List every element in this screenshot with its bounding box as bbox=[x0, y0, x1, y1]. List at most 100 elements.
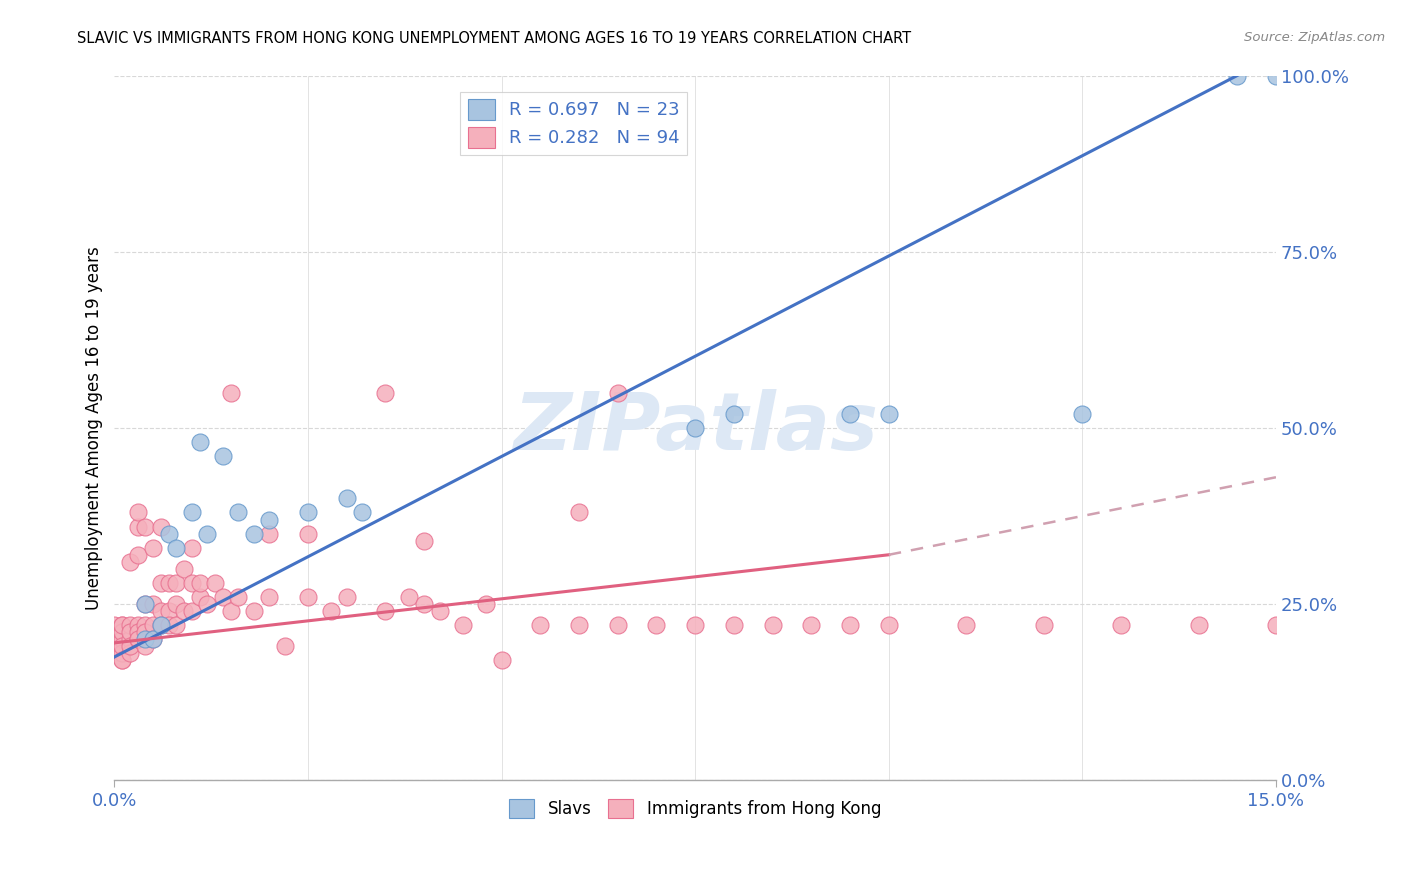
Point bbox=[118, 640, 141, 654]
Point bbox=[149, 576, 172, 591]
Point bbox=[142, 597, 165, 611]
Point bbox=[413, 533, 436, 548]
Point bbox=[157, 618, 180, 632]
Point bbox=[165, 618, 187, 632]
Point bbox=[127, 618, 149, 632]
Point bbox=[211, 590, 233, 604]
Point bbox=[103, 618, 125, 632]
Point bbox=[111, 618, 134, 632]
Point bbox=[142, 632, 165, 647]
Point bbox=[188, 435, 211, 450]
Point bbox=[243, 526, 266, 541]
Point bbox=[1071, 407, 1094, 421]
Point bbox=[134, 640, 156, 654]
Point bbox=[877, 618, 900, 632]
Point bbox=[243, 604, 266, 618]
Point bbox=[259, 512, 281, 526]
Point bbox=[111, 632, 134, 647]
Point bbox=[336, 491, 359, 506]
Point bbox=[157, 604, 180, 618]
Point bbox=[568, 618, 591, 632]
Point bbox=[606, 385, 628, 400]
Point bbox=[134, 597, 156, 611]
Point bbox=[723, 407, 745, 421]
Point bbox=[1265, 69, 1288, 83]
Point bbox=[149, 618, 172, 632]
Text: Source: ZipAtlas.com: Source: ZipAtlas.com bbox=[1244, 31, 1385, 45]
Point bbox=[1032, 618, 1054, 632]
Point bbox=[219, 604, 242, 618]
Point bbox=[127, 632, 149, 647]
Point bbox=[1187, 618, 1209, 632]
Point bbox=[134, 597, 156, 611]
Point bbox=[297, 506, 319, 520]
Point bbox=[118, 625, 141, 640]
Point bbox=[118, 555, 141, 569]
Point bbox=[111, 647, 134, 661]
Point bbox=[1226, 69, 1249, 83]
Point bbox=[374, 604, 396, 618]
Point bbox=[297, 526, 319, 541]
Point bbox=[142, 541, 165, 555]
Point bbox=[723, 618, 745, 632]
Point bbox=[195, 597, 218, 611]
Point bbox=[645, 618, 668, 632]
Point bbox=[374, 385, 396, 400]
Point bbox=[165, 597, 187, 611]
Point bbox=[1265, 618, 1288, 632]
Point bbox=[111, 640, 134, 654]
Point bbox=[955, 618, 977, 632]
Point bbox=[127, 625, 149, 640]
Point bbox=[118, 647, 141, 661]
Point bbox=[134, 632, 156, 647]
Point bbox=[180, 604, 202, 618]
Point bbox=[226, 506, 249, 520]
Point bbox=[111, 618, 134, 632]
Point bbox=[259, 590, 281, 604]
Point bbox=[127, 519, 149, 533]
Point bbox=[188, 590, 211, 604]
Point bbox=[111, 653, 134, 667]
Point bbox=[606, 618, 628, 632]
Point bbox=[180, 541, 202, 555]
Text: ZIPatlas: ZIPatlas bbox=[513, 389, 877, 467]
Text: SLAVIC VS IMMIGRANTS FROM HONG KONG UNEMPLOYMENT AMONG AGES 16 TO 19 YEARS CORRE: SLAVIC VS IMMIGRANTS FROM HONG KONG UNEM… bbox=[77, 31, 911, 46]
Legend: Slavs, Immigrants from Hong Kong: Slavs, Immigrants from Hong Kong bbox=[503, 792, 887, 825]
Point bbox=[274, 640, 297, 654]
Point bbox=[226, 590, 249, 604]
Point bbox=[111, 647, 134, 661]
Point bbox=[149, 519, 172, 533]
Point bbox=[195, 526, 218, 541]
Point bbox=[157, 526, 180, 541]
Point bbox=[219, 385, 242, 400]
Point bbox=[149, 604, 172, 618]
Point bbox=[211, 449, 233, 463]
Point bbox=[413, 597, 436, 611]
Point bbox=[127, 506, 149, 520]
Point bbox=[568, 506, 591, 520]
Point bbox=[188, 576, 211, 591]
Point bbox=[529, 618, 551, 632]
Point bbox=[111, 625, 134, 640]
Point bbox=[839, 618, 862, 632]
Point bbox=[491, 653, 513, 667]
Point bbox=[475, 597, 498, 611]
Point bbox=[142, 618, 165, 632]
Y-axis label: Unemployment Among Ages 16 to 19 years: Unemployment Among Ages 16 to 19 years bbox=[86, 246, 103, 610]
Point bbox=[683, 618, 706, 632]
Point bbox=[173, 604, 195, 618]
Point bbox=[118, 618, 141, 632]
Point bbox=[157, 576, 180, 591]
Point bbox=[398, 590, 420, 604]
Point bbox=[142, 632, 165, 647]
Point bbox=[111, 653, 134, 667]
Point bbox=[429, 604, 451, 618]
Point bbox=[173, 562, 195, 576]
Point bbox=[127, 632, 149, 647]
Point bbox=[165, 541, 187, 555]
Point bbox=[762, 618, 785, 632]
Point bbox=[111, 640, 134, 654]
Point bbox=[180, 506, 202, 520]
Point bbox=[451, 618, 474, 632]
Point bbox=[118, 632, 141, 647]
